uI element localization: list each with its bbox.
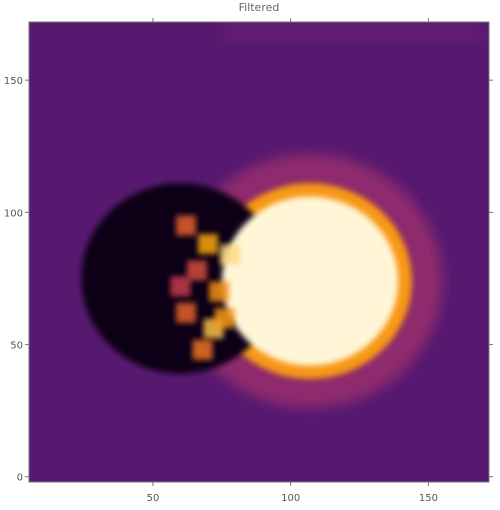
heatmap-speckle <box>176 215 197 236</box>
plot-frame <box>28 21 490 483</box>
heatmap-field <box>29 22 489 482</box>
y-tick-label: 0 <box>17 473 23 484</box>
y-tick-label: 150 <box>4 76 23 87</box>
x-tick-label: 100 <box>281 493 300 504</box>
y-tick-label: 50 <box>10 341 23 352</box>
heatmap-speckle <box>198 234 219 255</box>
y-axis: 0 50 100 150 <box>4 76 493 484</box>
heatmap-speckle <box>214 308 235 329</box>
y-tick-label: 100 <box>4 208 23 219</box>
heatmap-bright-disk <box>221 196 399 366</box>
heatmap-speckle <box>176 302 197 323</box>
x-tick-label: 50 <box>147 493 160 504</box>
heatmap-speckle <box>192 339 213 360</box>
x-axis: 50 100 150 <box>147 18 438 504</box>
heatmap-top-band <box>221 24 484 41</box>
heatmap-speckle <box>220 244 241 265</box>
chart-title: Filtered <box>239 1 280 14</box>
heatmap-speckle <box>209 281 230 302</box>
heatmap-speckle <box>187 260 208 281</box>
x-tick-label: 150 <box>419 493 438 504</box>
heatmap-speckle <box>170 276 191 297</box>
